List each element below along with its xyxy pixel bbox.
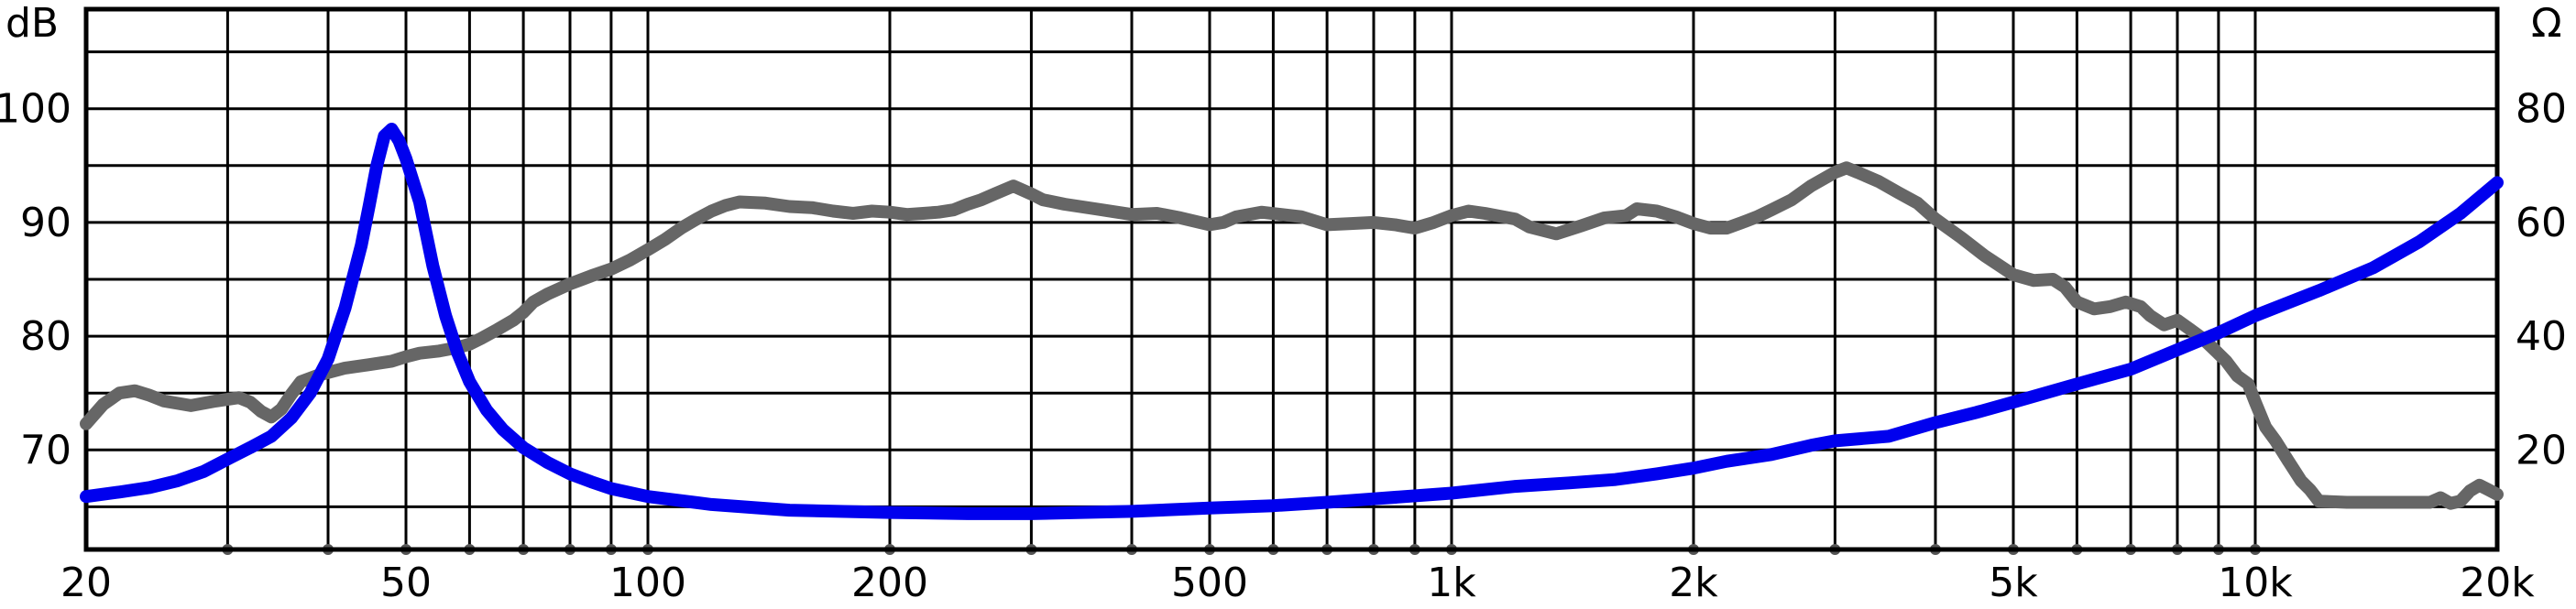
plot-frame — [83, 6, 2500, 552]
right-tick-label: 40 — [2516, 313, 2567, 360]
x-tick-label: 20k — [2460, 560, 2535, 606]
x-tick-label: 1k — [1427, 560, 1476, 606]
x-tick-label: 10k — [2218, 560, 2293, 606]
right-tick-label: 20 — [2516, 427, 2567, 473]
left-axis-tick-labels: 70 80 90 100 — [0, 86, 71, 474]
right-axis-tick-labels: 20 40 60 80 — [2516, 86, 2567, 474]
series-layer — [80, 123, 2504, 520]
left-axis-unit: dB — [5, 0, 59, 47]
left-tick-label: 70 — [20, 427, 71, 473]
series-line-1 — [80, 161, 2504, 510]
left-tick-label: 90 — [20, 200, 71, 246]
left-tick-label: 100 — [0, 86, 71, 133]
x-tick-label: 20 — [60, 560, 112, 606]
right-axis-unit: Ω — [2531, 0, 2562, 47]
x-axis-tick-labels: 20 50 100 200 500 1k 2k 5k 10k 20k — [60, 560, 2535, 606]
series-line-2 — [80, 123, 2504, 520]
x-tick-label: 200 — [851, 560, 928, 606]
x-tick-label: 2k — [1669, 560, 1718, 606]
left-tick-label: 80 — [20, 313, 71, 360]
x-tick-label: 5k — [1989, 560, 2038, 606]
x-tick-label: 50 — [380, 560, 432, 606]
x-tick-label: 100 — [609, 560, 686, 606]
right-tick-label: 80 — [2516, 86, 2567, 133]
x-tick-label: 500 — [1171, 560, 1248, 606]
right-tick-label: 60 — [2516, 200, 2567, 246]
